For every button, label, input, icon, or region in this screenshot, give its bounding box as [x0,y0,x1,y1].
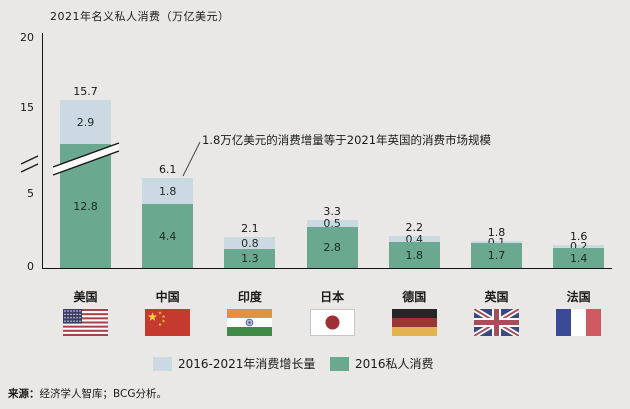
flag-de-icon [391,309,437,336]
country-label-uk: 英国 [484,290,509,304]
source-note: 来源：经济学人智库；BCG分析。 [8,386,167,401]
bar-jp-total-label: 3.3 [323,205,341,218]
legend: 2016-2021年消费增长量 2016私人消费 [0,355,630,373]
legend-swatch-base-icon [330,356,349,371]
bar-us-growth-segment: 2.9 [60,100,111,144]
flag-us-icon [63,309,108,336]
bar-in-total-label: 2.1 [241,222,259,235]
bar-in-base-segment: 1.3 [224,249,276,268]
legend-label-growth: 2016-2021年消费增长量 [178,357,316,371]
source-label: 来源： [8,388,40,400]
bar-in-growth-segment: 0.8 [224,237,276,250]
bar-de-base-segment: 1.8 [388,242,440,268]
flag-in-icon [227,309,273,336]
legend-label-base: 2016私人消费 [355,357,434,371]
y-tick-0: 0 [27,260,34,273]
bar-jp-growth-segment: 0.5 [306,217,358,230]
flag-fr-icon [556,309,602,336]
bar-uk-total-label: 1.8 [487,226,506,239]
country-label-in: 印度 [237,290,262,304]
bar-cn-base-segment: 4.4 [142,204,194,268]
bar-fr-base-segment: 1.4 [553,248,605,268]
bar-cn-total-label: 6.1 [158,163,177,176]
annotation-text: 1.8万亿美元的消费增量等于2021年英国的消费市场规模 [202,133,492,147]
bar-cn-growth-segment: 1.8 [142,178,194,204]
country-label-cn: 中国 [155,290,180,304]
y-tick-15: 15 [20,101,34,114]
country-label-us: 美国 [73,290,98,304]
source-text: 经济学人智库；BCG分析。 [39,388,168,400]
y-axis-line [42,33,43,268]
bar-fr-total-label: 1.6 [569,230,588,243]
country-label-de: 德国 [402,290,427,304]
flag-uk-icon [474,309,519,336]
y-tick-20: 20 [20,31,34,44]
bar-uk-base-segment: 1.7 [471,243,522,268]
bar-jp-base-segment: 2.8 [306,227,358,268]
y-tick-5: 5 [27,187,34,200]
bar-us-base-segment: 12.8 [60,144,111,268]
flag-jp-icon [309,309,355,336]
legend-swatch-growth-icon [153,356,172,371]
x-axis-line [42,268,612,269]
bar-de-total-label: 2.2 [405,221,424,234]
country-label-jp: 日本 [320,290,345,304]
bar-us-total-label: 15.7 [73,85,98,98]
chart-title: 2021年名义私人消费（万亿美元） [50,10,230,23]
country-label-fr: 法国 [566,290,591,304]
flag-cn-icon [145,309,191,336]
